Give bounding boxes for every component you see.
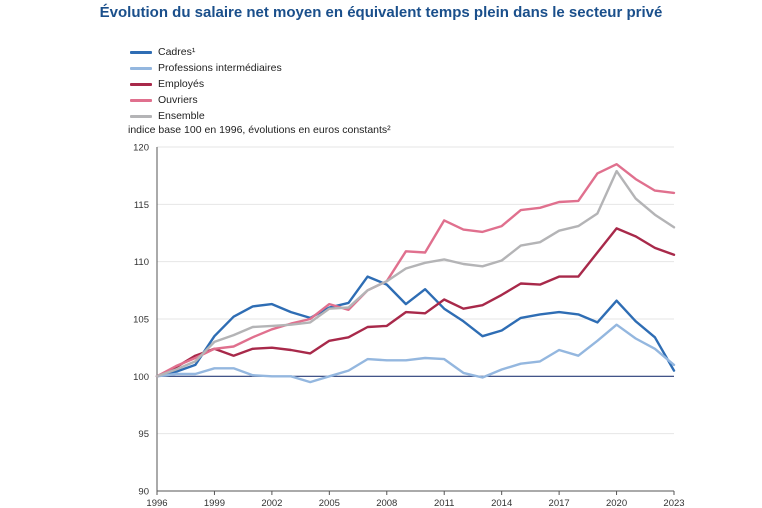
- chart-tick-labels: 90 95 100 105 110 115 120 1996 1999 2002 2005 2008 2…: [133, 143, 684, 508]
- x-tick-label-1996: 1996: [146, 498, 167, 508]
- y-tick-label-115: 115: [134, 200, 149, 211]
- legend-label-employes: Employés: [158, 78, 205, 90]
- x-tick-label-2002: 2002: [261, 498, 282, 508]
- chart-axes: [156, 147, 675, 495]
- x-tick-label-2023: 2023: [663, 498, 684, 508]
- legend-item-ensemble: Ensemble: [130, 108, 282, 124]
- x-tick-label-2005: 2005: [319, 498, 340, 508]
- series-line-ouvriers: [155, 162, 676, 378]
- y-tick-label-95: 95: [138, 429, 149, 440]
- series-line-employes: [155, 227, 676, 378]
- y-tick-label-90: 90: [138, 487, 149, 498]
- legend-item-employes: Employés: [130, 76, 282, 92]
- x-tick-label-2011: 2011: [434, 498, 454, 508]
- x-tick-label-1999: 1999: [204, 498, 225, 508]
- legend-swatch-ensemble: [130, 114, 152, 118]
- y-tick-label-100: 100: [133, 372, 149, 383]
- legend-swatch-professions-intermediaires: [130, 66, 152, 70]
- legend-label-cadres: Cadres¹: [158, 46, 196, 58]
- y-tick-label-120: 120: [133, 143, 149, 154]
- legend-swatch-employes: [130, 82, 152, 86]
- series-line-ensemble: [155, 169, 676, 378]
- legend-label-ensemble: Ensemble: [158, 110, 205, 122]
- legend-swatch-ouvriers: [130, 98, 152, 102]
- x-tick-label-2008: 2008: [376, 498, 397, 508]
- y-tick-label-105: 105: [133, 315, 149, 326]
- chart-series: [155, 162, 676, 384]
- x-tick-label-2017: 2017: [549, 498, 570, 508]
- series-line-cadres: [155, 275, 676, 378]
- legend-label-ouvriers: Ouvriers: [158, 94, 198, 106]
- x-tick-label-2020: 2020: [606, 498, 627, 508]
- legend-label-professions-intermediaires: Professions intermédiaires: [158, 62, 282, 74]
- series-line-professions-intermediaires: [155, 323, 676, 384]
- chart-subtitle: indice base 100 en 1996, évolutions en e…: [128, 124, 391, 136]
- legend-item-professions-intermediaires: Professions intermédiaires: [130, 60, 282, 76]
- legend-item-ouvriers: Ouvriers: [130, 92, 282, 108]
- chart-title: Évolution du salaire net moyen en équiva…: [99, 4, 663, 21]
- x-tick-label-2014: 2014: [491, 498, 512, 508]
- legend-item-cadres: Cadres¹: [130, 44, 282, 60]
- y-tick-label-110: 110: [134, 257, 149, 268]
- chart-legend: Cadres¹ Professions intermédiaires Emplo…: [130, 44, 282, 124]
- chart-gridlines: [157, 146, 674, 492]
- legend-swatch-cadres: [130, 50, 152, 54]
